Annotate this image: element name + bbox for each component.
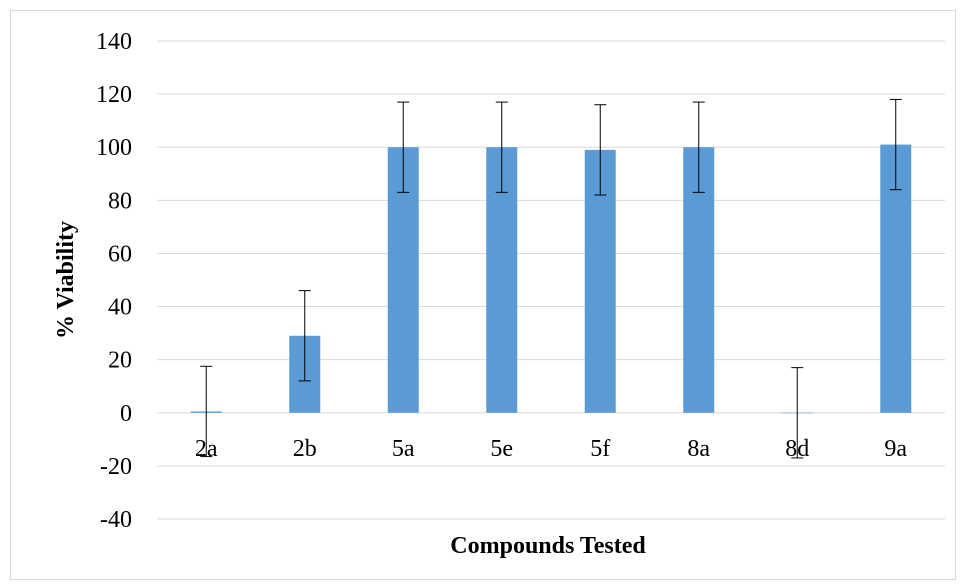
x-tick-labels: 2a 2b 5a 5e 5f 8a 8d 9a xyxy=(195,436,908,462)
y-tick-label: 80 xyxy=(108,188,132,214)
y-tick-label: 60 xyxy=(108,241,132,267)
error-bar-5f xyxy=(594,104,607,196)
x-tick-label-5f: 5f xyxy=(590,436,610,462)
y-tick-label: 140 xyxy=(96,29,132,55)
error-bars xyxy=(200,98,902,459)
x-tick-label-2a: 2a xyxy=(195,436,218,462)
error-bar-9a xyxy=(889,98,902,191)
gridlines xyxy=(157,40,945,520)
y-tick-label: -20 xyxy=(100,454,132,480)
x-tick-label-8a: 8a xyxy=(687,436,710,462)
y-tick-label: 100 xyxy=(96,135,132,161)
x-tick-label-8d: 8d xyxy=(785,436,809,462)
x-tick-label-2b: 2b xyxy=(293,436,317,462)
x-tick-label-5a: 5a xyxy=(392,436,415,462)
x-tick-label-5e: 5e xyxy=(490,436,513,462)
y-axis-title: % Viability xyxy=(53,221,79,339)
error-bar-8a xyxy=(692,101,705,193)
y-tick-label: 0 xyxy=(120,401,132,427)
y-tick-label: -40 xyxy=(100,507,132,533)
error-bar-5e xyxy=(495,101,508,193)
error-bar-2b xyxy=(298,290,311,382)
chart-frame xyxy=(10,10,956,580)
error-bar-2a xyxy=(200,365,213,458)
y-tick-label: 20 xyxy=(108,348,132,374)
bars xyxy=(190,144,912,414)
y-tick-label: 40 xyxy=(108,295,132,321)
y-tick-labels: -40 -20 0 20 40 60 80 100 120 140 xyxy=(96,29,132,533)
x-tick-label-9a: 9a xyxy=(884,436,907,462)
x-axis-title: Compounds Tested xyxy=(450,533,646,559)
error-bar-8d xyxy=(791,367,804,459)
y-tick-label: 120 xyxy=(96,82,132,108)
error-bar-5a xyxy=(397,101,410,193)
